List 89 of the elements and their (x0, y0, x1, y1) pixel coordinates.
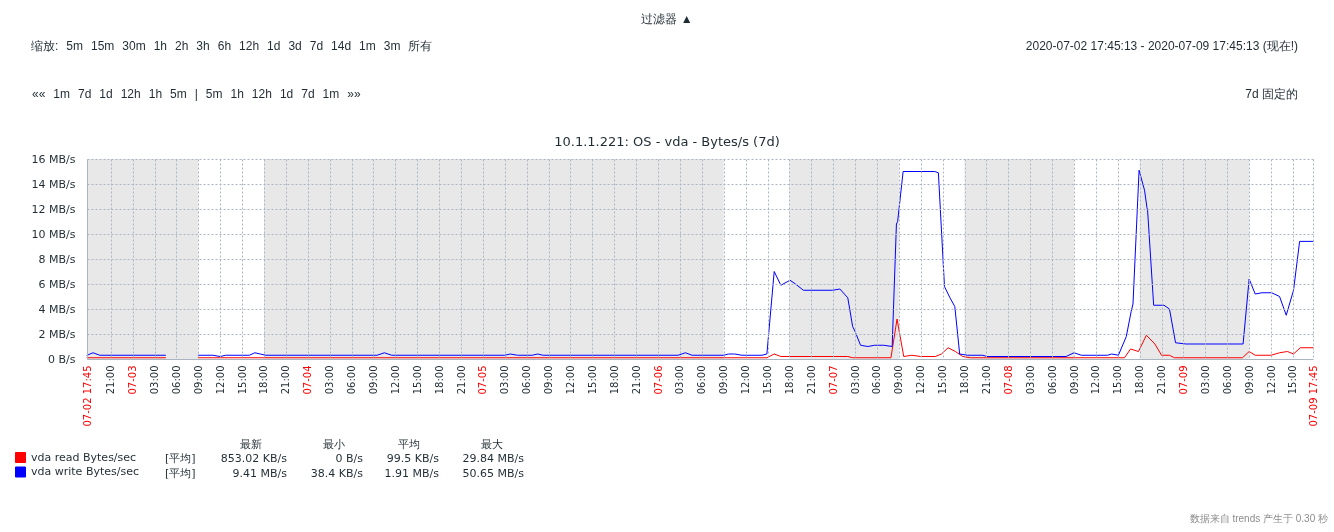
x-tick-label: 07-08 (1002, 365, 1014, 395)
text: [平均] (165, 452, 196, 465)
x-tick-label: 15:00 (1287, 365, 1299, 395)
x-tick-label: 06:00 (170, 365, 182, 395)
x-tick-label: 09:00 (367, 365, 379, 395)
y-tick-label: 6 MB/s (38, 277, 76, 291)
x-tick-label: 15:00 (1112, 365, 1124, 395)
chart-title: 10.1.1.221: OS - vda - Bytes/s (7d) (554, 134, 780, 149)
x-tick-label: 03:00 (674, 365, 686, 395)
x-tick-label: 09:00 (192, 365, 204, 395)
text: 9.41 MB/s (232, 466, 288, 480)
y-tick-label: 4 MB/s (38, 302, 76, 316)
x-tick-label: 12:00 (389, 365, 401, 395)
y-tick-label: 16 MB/s (31, 152, 76, 166)
x-tick-label: 06:00 (696, 365, 708, 395)
x-tick-label: 21:00 (805, 365, 817, 395)
text: 853.02 KB/s (220, 452, 288, 465)
x-tick-label: 07-05 (477, 365, 489, 395)
text: 1.91 MB/s (384, 466, 440, 480)
text: 平均 (398, 437, 420, 451)
x-tick-label: 18:00 (608, 365, 620, 395)
x-tick-label: 15:00 (411, 365, 423, 395)
x-tick-label: 15:00 (236, 365, 248, 395)
x-tick-label: 07-03 (127, 365, 139, 395)
y-tick-label: 8 MB/s (38, 252, 76, 266)
x-tick-label: 18:00 (258, 365, 270, 395)
text: 50.65 MB/s (462, 466, 525, 480)
x-tick-label: 06:00 (1221, 365, 1233, 395)
y-tick-label: 10 MB/s (31, 227, 76, 241)
x-tick-label: 12:00 (1090, 365, 1102, 395)
text: 过滤器 ▲ (641, 12, 693, 26)
x-tick-label: 03:00 (1199, 365, 1211, 395)
x-tick-label: 03:00 (1024, 365, 1036, 395)
text: 2020-07-02 17:45:13 - 2020-07-09 17:45:13 (现在!) (1025, 39, 1298, 53)
legend-label: vda write Bytes/sec (31, 465, 140, 478)
x-tick-label: 06:00 (871, 365, 883, 395)
x-tick-label: 03:00 (499, 365, 511, 395)
text: «« 1m 7d 1d 12h 1h 5m | 5m 1h 12h 1d 7d 1m »» (32, 87, 361, 101)
x-tick-label: 21:00 (105, 365, 117, 395)
x-tick-label: 21:00 (630, 365, 642, 395)
x-tick-label: 09:00 (543, 365, 555, 395)
y-tick-label: 2 MB/s (38, 327, 76, 341)
x-tick-label: 21:00 (980, 365, 992, 395)
x-tick-label: 07-09 (1177, 365, 1189, 395)
x-tick-label: 06:00 (1046, 365, 1058, 395)
x-tick-label: 12:00 (214, 365, 226, 395)
text: 0 B/s (335, 452, 364, 465)
text: [平均] (165, 466, 196, 480)
x-tick-label: 09:00 (1068, 365, 1080, 395)
x-tick-label: 18:00 (783, 365, 795, 395)
x-tick-label: 07-06 (652, 365, 664, 395)
x-tick-label: 12:00 (915, 365, 927, 395)
text: 缩放: 5m 15m 30m 1h 2h 3h 6h 12h 1d 3d 7d 14d 1m 3m 所有 (31, 39, 433, 53)
text: 最新 (240, 437, 262, 451)
x-tick-label: 21:00 (455, 365, 467, 395)
x-tick-label: 15:00 (762, 365, 773, 395)
y-tick-label: 0 B/s (48, 352, 76, 366)
x-tick-label: 09:00 (893, 365, 905, 395)
text: 38.4 KB/s (310, 466, 364, 480)
x-tick-label: 12:00 (740, 365, 752, 395)
legend-label: vda read Bytes/sec (31, 450, 137, 464)
x-tick-label: 07-09 17:45 (1307, 365, 1319, 427)
x-tick-label: 07-02 17:45 (81, 365, 93, 427)
x-tick-label: 18:00 (1134, 365, 1146, 395)
x-tick-label: 03:00 (849, 365, 861, 395)
x-tick-label: 12:00 (1265, 365, 1277, 395)
x-tick-label: 07-04 (302, 365, 314, 395)
x-tick-label: 15:00 (586, 365, 598, 395)
x-tick-label: 03:00 (324, 365, 336, 395)
x-tick-label: 18:00 (959, 365, 971, 395)
text: 最小 (323, 437, 345, 451)
y-tick-label: 12 MB/s (31, 202, 76, 216)
x-tick-label: 15:00 (937, 365, 949, 395)
x-tick-label: 09:00 (1243, 365, 1255, 395)
x-tick-label: 12:00 (564, 365, 576, 395)
text: 7d 固定的 (1245, 87, 1298, 101)
text: 数据来自 trends 产生于 0.30 秒 (1189, 513, 1328, 524)
x-tick-label: 21:00 (1156, 365, 1168, 395)
x-tick-label: 03:00 (149, 365, 160, 395)
y-tick-label: 14 MB/s (31, 177, 76, 191)
x-tick-label: 21:00 (280, 365, 292, 395)
text: 最大 (481, 437, 503, 451)
text: 29.84 MB/s (462, 452, 525, 465)
x-tick-label: 06:00 (521, 365, 533, 395)
x-tick-label: 09:00 (718, 365, 730, 395)
x-tick-label: 18:00 (433, 365, 445, 395)
text: 99.5 KB/s (386, 452, 440, 465)
x-tick-label: 06:00 (346, 365, 358, 395)
x-tick-label: 07-07 (827, 365, 839, 395)
